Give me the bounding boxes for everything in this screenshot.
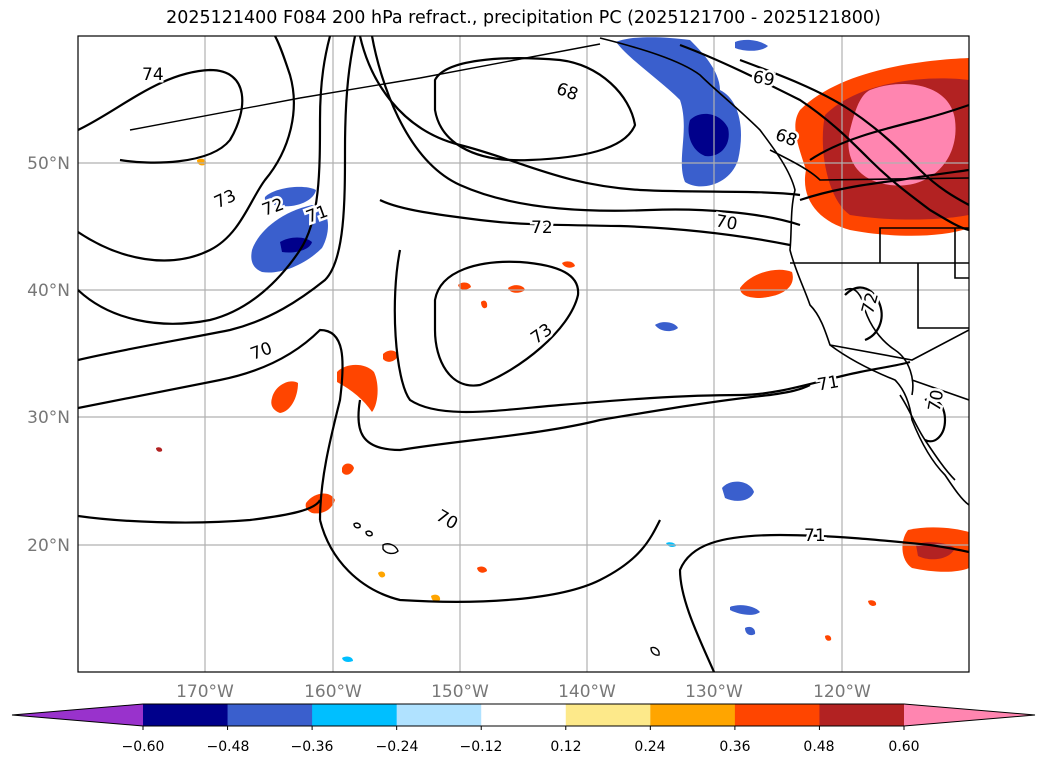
contour-label: 70 (248, 339, 275, 365)
contour-label: 74 (142, 65, 164, 85)
colorbar-tick-label: 0.12 (550, 739, 581, 755)
lon-label-130w: 130°W (685, 682, 743, 702)
contour-label: 73 (211, 186, 239, 213)
colorbar-extend-high (904, 704, 1035, 726)
graticule (78, 36, 969, 672)
lat-label-50n: 50°N (27, 154, 70, 174)
colorbar-segment (143, 704, 229, 726)
refractivity-contours (78, 36, 969, 672)
contour-label: 72 (531, 218, 553, 238)
precip-positive-shading (156, 58, 969, 641)
colorbar-segment (481, 704, 567, 726)
colorbar-tick-label: −0.24 (376, 739, 419, 755)
contour-label: 70 (432, 506, 461, 534)
map-panel (78, 36, 969, 672)
colorbar-tick-label: 0.60 (888, 739, 919, 755)
colorbar-tick-label: 0.48 (803, 739, 834, 755)
contour-label: 70 (714, 211, 739, 234)
lon-labels: 170°W 160°W 150°W 140°W 130°W 120°W (176, 682, 871, 702)
map-frame (77, 35, 970, 673)
lon-label-150w: 150°W (431, 682, 489, 702)
lat-label-40n: 40°N (27, 281, 70, 301)
colorbar-tick-label: 0.36 (719, 739, 750, 755)
contour-label: 70 (925, 388, 948, 413)
map-title: 2025121400 F084 200 hPa refract., precip… (166, 8, 881, 28)
colorbar-segment (650, 704, 736, 726)
contour-label: 72 (858, 290, 883, 316)
colorbar-segment (819, 704, 905, 726)
precip-negative-shading (251, 37, 768, 662)
colorbar-segment (734, 704, 820, 726)
colorbar-tick-label: −0.12 (460, 739, 503, 755)
colorbar-tick-label: −0.60 (122, 739, 165, 755)
coastlines (599, 37, 969, 506)
lon-label-160w: 160°W (304, 682, 362, 702)
lon-label-170w: 170°W (176, 682, 234, 702)
colorbar-segment (312, 704, 398, 726)
lat-label-30n: 30°N (27, 408, 70, 428)
lat-label-20n: 20°N (27, 536, 70, 556)
lon-label-140w: 140°W (558, 682, 616, 702)
colorbar-extend-low (12, 704, 143, 726)
colorbar-segment (227, 704, 313, 726)
contour-label: 69 (751, 67, 776, 90)
colorbar-tick-label: 0.24 (634, 739, 665, 755)
colorbar (11, 703, 1036, 730)
colorbar-tick-label: −0.36 (291, 739, 334, 755)
colorbar-segment (396, 704, 482, 726)
contour-label: 71 (804, 526, 826, 546)
contour-label: 71 (816, 372, 841, 395)
colorbar-segment (565, 704, 651, 726)
colorbar-tick-labels: −0.60 −0.48 −0.36 −0.24 −0.12 0.12 0.24 … (122, 739, 920, 755)
islands (129, 43, 660, 656)
contour-label: 68 (553, 79, 580, 105)
lon-label-120w: 120°W (813, 682, 871, 702)
lat-labels: 50°N 40°N 30°N 20°N (27, 154, 70, 556)
colorbar-tick-label: −0.48 (207, 739, 250, 755)
contour-label: 73 (527, 320, 556, 349)
